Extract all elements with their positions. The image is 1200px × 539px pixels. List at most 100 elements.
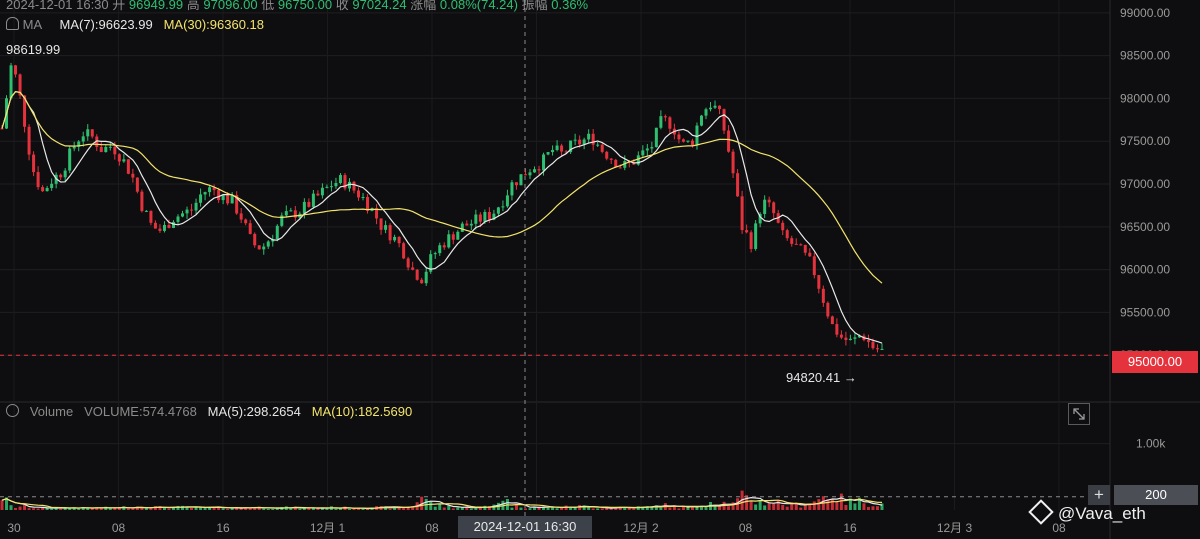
candle-body bbox=[875, 348, 879, 350]
volume-bar bbox=[866, 506, 870, 510]
volume-bar bbox=[799, 507, 803, 510]
volume-bar bbox=[248, 508, 252, 510]
volume-bar bbox=[614, 506, 618, 510]
volume-bar bbox=[212, 507, 216, 510]
volume-bar bbox=[803, 505, 807, 510]
candle-body bbox=[623, 161, 627, 168]
candle-body bbox=[190, 209, 194, 211]
candle-body bbox=[686, 140, 690, 142]
price-tick-label: 97000.00 bbox=[1120, 177, 1170, 191]
candle-body bbox=[713, 105, 717, 108]
volume-bar bbox=[817, 499, 821, 510]
volume-bar bbox=[456, 507, 460, 510]
candle-body bbox=[217, 190, 221, 201]
change-label: 涨幅 bbox=[410, 0, 437, 12]
candle-body bbox=[799, 244, 803, 246]
candle-body bbox=[560, 145, 564, 152]
volume-bar bbox=[546, 507, 550, 510]
volume-bar bbox=[483, 505, 487, 510]
volume-bar bbox=[555, 508, 559, 510]
candle-body bbox=[32, 154, 36, 173]
volume-bar bbox=[871, 506, 875, 510]
add-button[interactable]: + bbox=[1088, 485, 1110, 505]
candle-body bbox=[600, 144, 604, 152]
volume-bar bbox=[406, 506, 410, 510]
time-tick-label: 12月 2 bbox=[623, 521, 659, 535]
volume-bar bbox=[875, 506, 879, 510]
candle-body bbox=[699, 115, 703, 126]
candle-body bbox=[763, 199, 767, 214]
bell-icon[interactable] bbox=[6, 17, 19, 30]
volume-bar bbox=[338, 508, 342, 510]
expand-icon[interactable] bbox=[1068, 403, 1090, 425]
volume-label: Volume bbox=[29, 404, 74, 419]
candle-body bbox=[727, 130, 731, 152]
close-label: 收 bbox=[335, 0, 349, 12]
candle-body bbox=[465, 223, 469, 226]
volume-bar bbox=[844, 504, 848, 510]
volume-bar bbox=[672, 505, 676, 510]
candle-body bbox=[50, 183, 54, 189]
candle-body bbox=[817, 275, 821, 289]
volume-bar bbox=[718, 505, 722, 510]
volume-bar bbox=[298, 508, 302, 510]
volume-bar bbox=[86, 507, 90, 510]
volume-bar bbox=[32, 508, 36, 510]
candle-body bbox=[393, 236, 397, 241]
candle-body bbox=[72, 146, 76, 149]
candle-body bbox=[329, 186, 333, 188]
candle-body bbox=[95, 136, 99, 147]
volume-bar bbox=[641, 506, 645, 510]
volume-bar bbox=[749, 501, 753, 510]
candle-body bbox=[469, 223, 473, 226]
volume-bar bbox=[514, 504, 518, 510]
candle-body bbox=[334, 183, 338, 187]
volume-bar bbox=[474, 508, 478, 510]
candle-body bbox=[14, 65, 18, 75]
volume-bar bbox=[600, 508, 604, 510]
volume-bar bbox=[45, 507, 49, 510]
time-tick-label: 12月 1 bbox=[310, 521, 346, 535]
candle-body bbox=[311, 193, 315, 207]
candle-body bbox=[384, 225, 388, 230]
volume-bar bbox=[731, 502, 735, 510]
candle-body bbox=[81, 136, 85, 142]
volume-bar bbox=[510, 507, 514, 510]
candle-body bbox=[424, 271, 428, 284]
volume-bar bbox=[27, 508, 31, 510]
candle-body bbox=[167, 224, 171, 228]
volume-bar bbox=[171, 507, 175, 510]
candle-body bbox=[230, 195, 234, 204]
collapse-icon[interactable] bbox=[6, 404, 19, 417]
candle-body bbox=[569, 140, 573, 153]
volume-bar bbox=[393, 506, 397, 510]
candle-body bbox=[880, 348, 884, 350]
candle-body bbox=[745, 230, 749, 233]
candle-body bbox=[108, 146, 112, 148]
price-tick-label: 95500.00 bbox=[1120, 305, 1170, 319]
candle-body bbox=[578, 139, 582, 145]
volume-bar bbox=[208, 507, 212, 510]
volume-bar bbox=[605, 507, 609, 510]
candle-body bbox=[63, 170, 67, 178]
volume-bar bbox=[149, 508, 153, 510]
ma-legend: MA MA(7):96623.99 MA(30):96360.18 bbox=[6, 17, 264, 32]
binance-logo-icon bbox=[1028, 499, 1054, 525]
volume-bar bbox=[623, 507, 627, 510]
candle-body bbox=[203, 192, 207, 195]
candle-body bbox=[781, 222, 785, 231]
volume-bar bbox=[194, 506, 198, 510]
watermark: @Vava_eth bbox=[1028, 499, 1146, 525]
volume-bar bbox=[533, 506, 537, 510]
volume-bar bbox=[63, 507, 67, 510]
volume-bar bbox=[853, 503, 857, 510]
volume-bar bbox=[77, 508, 81, 510]
candle-body bbox=[325, 186, 329, 188]
candle-body bbox=[45, 188, 49, 192]
time-tick-label: 16 bbox=[216, 521, 230, 535]
volume-bar bbox=[767, 502, 771, 510]
candle-body bbox=[347, 181, 351, 189]
volume-bar bbox=[230, 508, 234, 510]
volume-bar bbox=[144, 508, 148, 510]
